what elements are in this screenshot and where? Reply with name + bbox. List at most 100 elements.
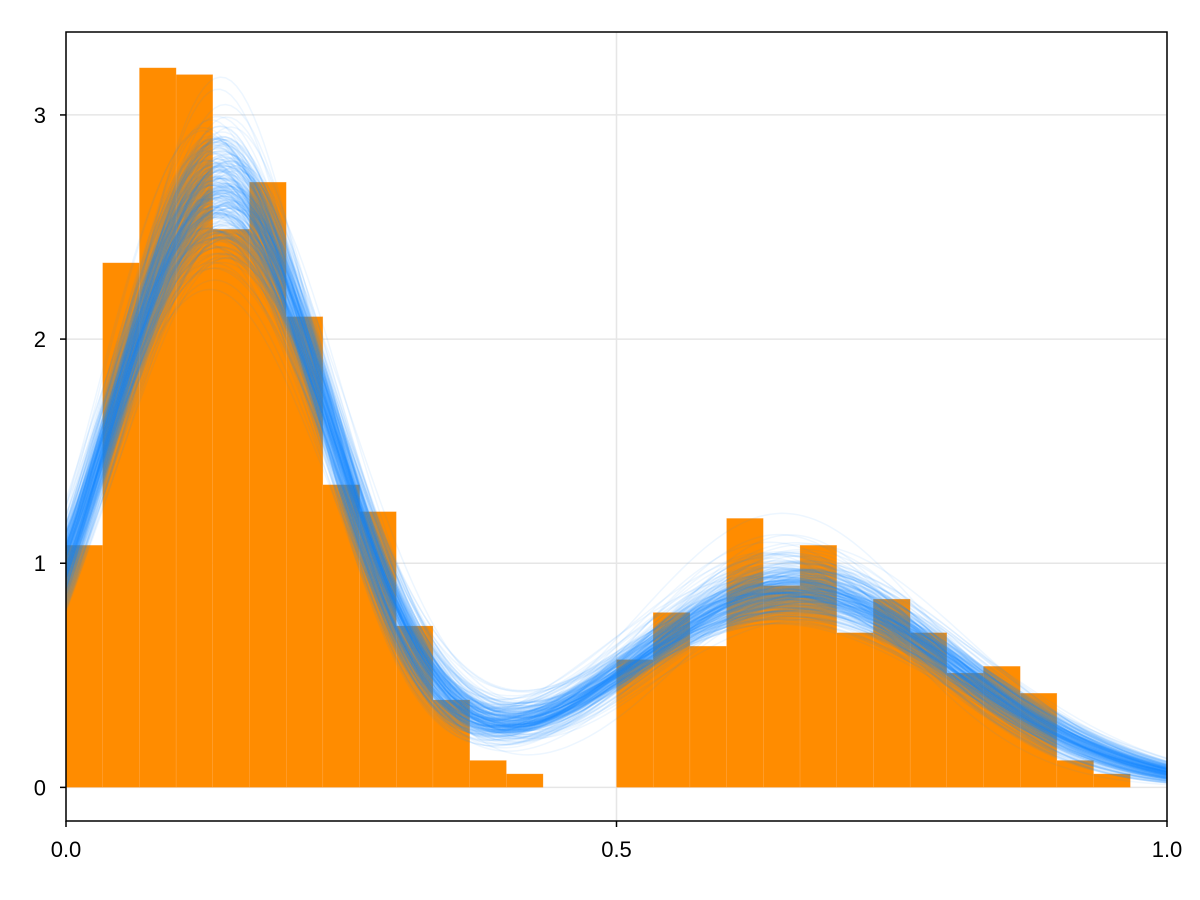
density-curve — [65, 137, 1168, 763]
density-curve — [65, 174, 1168, 770]
histogram-bar — [1020, 693, 1058, 788]
density-curve — [65, 204, 1168, 775]
density-curve — [65, 227, 1168, 768]
density-curve — [65, 237, 1168, 773]
density-curve — [65, 157, 1168, 772]
density-curve — [65, 225, 1168, 781]
density-curve — [65, 207, 1168, 763]
density-curve — [65, 196, 1168, 767]
density-curve — [65, 211, 1168, 774]
density-curve — [65, 204, 1168, 774]
density-curve — [65, 192, 1168, 775]
density-curve — [65, 195, 1168, 770]
density-curve — [65, 160, 1168, 780]
density-curve — [65, 179, 1168, 766]
density-curve — [65, 173, 1168, 770]
density-curve — [65, 161, 1168, 770]
density-curve — [65, 190, 1168, 770]
density-curve — [65, 245, 1168, 767]
density-curve — [65, 119, 1168, 780]
density-curve — [65, 214, 1168, 779]
density-curve — [65, 256, 1168, 776]
density-curve — [65, 211, 1168, 774]
density-curve — [65, 169, 1168, 772]
density-curve — [65, 186, 1168, 768]
density-curve — [65, 140, 1168, 774]
density-curve — [65, 252, 1168, 769]
density-curve — [65, 235, 1168, 768]
density-curve — [65, 196, 1168, 776]
density-curve — [65, 230, 1168, 775]
density-curve — [65, 200, 1168, 767]
density-curve — [65, 159, 1168, 782]
density-curve — [65, 213, 1168, 769]
density-curve — [65, 138, 1168, 777]
density-curve — [65, 205, 1168, 775]
density-curve — [65, 186, 1168, 773]
density-curve — [65, 126, 1168, 778]
density-curve — [65, 201, 1168, 773]
density-curve — [65, 216, 1168, 770]
histogram-bar — [286, 316, 324, 788]
density-curve — [65, 211, 1168, 771]
density-curve — [65, 125, 1168, 781]
density-curve — [65, 223, 1168, 770]
density-curve — [65, 189, 1168, 779]
density-curve — [65, 151, 1168, 777]
density-curve — [65, 177, 1168, 782]
density-curve — [65, 213, 1168, 760]
density-curve — [65, 163, 1168, 776]
density-curve — [65, 177, 1168, 775]
density-curve — [65, 142, 1168, 775]
density-curve — [65, 154, 1168, 780]
density-curve — [65, 195, 1168, 771]
histogram-bar — [175, 74, 213, 788]
density-curve — [65, 137, 1168, 772]
density-curve — [65, 170, 1168, 777]
histogram-bar — [65, 545, 103, 788]
density-curve — [65, 195, 1168, 772]
density-curve — [65, 197, 1168, 770]
density-curve — [65, 139, 1168, 774]
density-curve — [65, 115, 1168, 776]
density-curve — [65, 211, 1168, 773]
density-curve — [65, 209, 1168, 774]
density-curve — [65, 189, 1168, 778]
density-curve — [65, 161, 1168, 779]
density-curve — [65, 229, 1168, 777]
density-curve — [65, 174, 1168, 780]
density-curve — [65, 144, 1168, 771]
density-curve — [65, 209, 1168, 766]
density-curve — [65, 199, 1168, 784]
density-curve — [65, 203, 1168, 764]
y-tick-label: 0 — [34, 775, 46, 800]
density-curve — [65, 231, 1168, 772]
density-curve — [65, 187, 1168, 773]
y-tick-label: 2 — [34, 327, 46, 352]
density-curve — [65, 192, 1168, 775]
density-curve — [65, 177, 1168, 774]
density-curve — [65, 136, 1168, 774]
density-curve — [65, 212, 1168, 771]
density-curve — [65, 164, 1168, 781]
histogram-bar — [763, 585, 801, 788]
histogram-bar — [909, 632, 948, 788]
histogram-bar — [396, 625, 434, 788]
density-curve — [65, 214, 1168, 775]
density-curve — [65, 170, 1168, 779]
density-curve — [65, 209, 1168, 774]
density-curve — [65, 141, 1168, 767]
density-curve — [65, 88, 1168, 778]
density-curve — [65, 177, 1168, 778]
density-curve — [65, 191, 1168, 772]
x-tick-label: 1.0 — [1152, 837, 1183, 862]
density-curve — [65, 231, 1168, 764]
density-curve — [65, 170, 1168, 775]
density-curve — [65, 175, 1168, 770]
density-curve — [65, 159, 1168, 773]
density-curve — [65, 211, 1168, 776]
histogram-bar — [506, 773, 544, 788]
density-curve — [65, 179, 1168, 774]
density-curve — [65, 245, 1168, 772]
density-curve — [65, 165, 1168, 768]
